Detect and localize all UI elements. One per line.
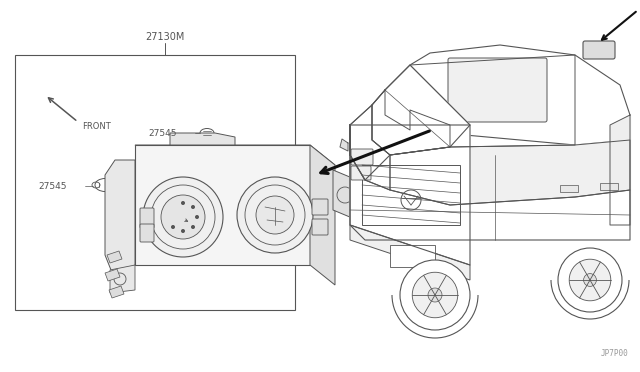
Circle shape <box>161 195 205 239</box>
Polygon shape <box>385 45 630 145</box>
FancyBboxPatch shape <box>448 58 547 122</box>
Polygon shape <box>310 145 335 285</box>
Text: 27545: 27545 <box>38 182 67 190</box>
Bar <box>362 165 460 225</box>
FancyBboxPatch shape <box>312 219 328 235</box>
Circle shape <box>195 215 199 219</box>
Circle shape <box>143 177 223 257</box>
Circle shape <box>558 248 622 312</box>
Polygon shape <box>333 170 357 220</box>
Text: 27545: 27545 <box>148 128 177 138</box>
Text: 27130M: 27130M <box>145 32 185 42</box>
Circle shape <box>181 201 185 205</box>
Circle shape <box>256 196 294 234</box>
Circle shape <box>412 272 458 318</box>
Polygon shape <box>372 90 450 155</box>
FancyBboxPatch shape <box>140 224 154 242</box>
Circle shape <box>171 225 175 229</box>
Polygon shape <box>350 225 470 280</box>
Circle shape <box>191 205 195 209</box>
Polygon shape <box>107 251 122 263</box>
Circle shape <box>584 273 596 286</box>
Circle shape <box>569 259 611 301</box>
Polygon shape <box>105 160 135 280</box>
Bar <box>600 183 618 190</box>
Polygon shape <box>105 269 120 281</box>
Circle shape <box>181 229 185 233</box>
Polygon shape <box>390 140 630 205</box>
Polygon shape <box>170 133 235 145</box>
FancyBboxPatch shape <box>351 149 373 165</box>
Polygon shape <box>350 65 470 180</box>
Polygon shape <box>340 139 348 151</box>
Polygon shape <box>350 105 390 190</box>
Polygon shape <box>350 125 630 240</box>
Text: FRONT: FRONT <box>82 122 111 131</box>
Polygon shape <box>135 145 335 165</box>
Circle shape <box>428 288 442 302</box>
Polygon shape <box>110 265 135 293</box>
FancyBboxPatch shape <box>140 208 154 228</box>
Polygon shape <box>135 145 310 265</box>
Text: JP7P00: JP7P00 <box>600 349 628 358</box>
Polygon shape <box>109 286 124 298</box>
Bar <box>15 55 295 310</box>
Polygon shape <box>610 115 630 225</box>
Circle shape <box>237 177 313 253</box>
FancyBboxPatch shape <box>312 199 328 215</box>
Circle shape <box>400 260 470 330</box>
FancyBboxPatch shape <box>351 166 371 180</box>
FancyBboxPatch shape <box>583 41 615 59</box>
Circle shape <box>191 225 195 229</box>
Bar <box>560 185 578 192</box>
Polygon shape <box>350 125 470 265</box>
Bar <box>390 245 435 267</box>
